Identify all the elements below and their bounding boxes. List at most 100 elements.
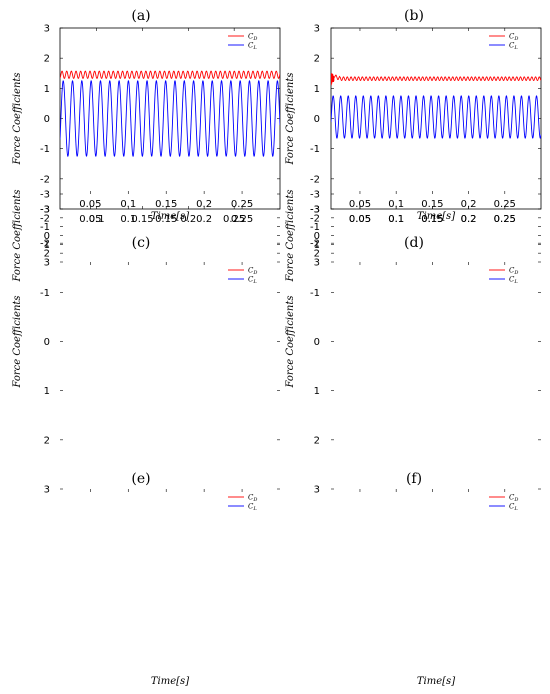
x-tick-label: 0.1 — [120, 214, 136, 225]
y-tick-label: 2 — [44, 54, 50, 65]
x-tick-label: 0.1 — [388, 214, 404, 225]
y-tick-label: 0 — [314, 337, 320, 348]
legend-subscript: D — [513, 36, 518, 42]
x-tick-label: 0.1 — [388, 199, 404, 210]
legend-symbol: C — [248, 267, 254, 275]
legend-entry-c-l: CL — [509, 276, 518, 286]
y-tick-label: 2 — [314, 54, 320, 65]
series-line-c-l — [331, 95, 541, 139]
panel-label: (e) — [131, 471, 150, 487]
x-axis-title: Time[s] — [417, 211, 455, 222]
x-tick-label: 0.25 — [494, 199, 516, 210]
panel-label: (c) — [132, 235, 151, 251]
y-tick-label: -2 — [310, 174, 320, 185]
y-tick-label: -3 — [40, 205, 50, 216]
x-tick-label: 0.15 — [421, 199, 443, 210]
x-tick-label: 0.25 — [223, 214, 245, 225]
y-tick-label: -2 — [310, 239, 320, 250]
legend-entry-c-l: CL — [509, 503, 518, 513]
x-axis-title: Time[s] — [151, 676, 189, 687]
legend-symbol: C — [248, 494, 254, 502]
y-tick-label: -3 — [310, 205, 320, 216]
legend-subscript: D — [252, 36, 257, 42]
y-tick-label: -3 — [40, 190, 50, 201]
y-axis-title: Force Coefficients — [285, 189, 296, 282]
legend-symbol: C — [248, 33, 254, 41]
y-tick-label: 3 — [314, 258, 320, 269]
x-tick-label: 0.2 — [196, 214, 212, 225]
series-line-c-d — [60, 244, 280, 248]
x-tick-label: 0.2 — [461, 214, 477, 225]
x-tick-label: 0.1 — [388, 214, 404, 225]
x-tick-label: 0.05 — [79, 214, 101, 225]
x-tick-label: 0.25 — [494, 214, 516, 225]
x-tick-label: 0.15 — [155, 199, 177, 210]
legend-symbol: C — [509, 276, 515, 284]
y-axis-title: Force Coefficients — [12, 295, 23, 388]
x-tick-label: 0.1 — [120, 199, 136, 210]
y-tick-label: -2 — [40, 213, 50, 224]
x-tick-label: 0.05 — [349, 214, 371, 225]
x-tick-label: 0.15 — [421, 214, 443, 225]
y-tick-label: 3 — [44, 485, 50, 496]
x-tick-label: 0.25 — [494, 214, 516, 225]
series-line-c-l — [60, 232, 280, 239]
legend-subscript: D — [513, 497, 518, 503]
axes-frame — [330, 27, 542, 210]
panel-label: (d) — [404, 235, 424, 251]
legend-entry-c-d: CD — [509, 33, 518, 43]
y-tick-label: 1 — [44, 386, 50, 397]
series-line-c-d — [331, 379, 541, 399]
y-tick-label: -1 — [310, 222, 320, 233]
legend-subscript: L — [513, 279, 518, 285]
y-tick-label: -1 — [40, 288, 50, 299]
y-tick-label: 2 — [314, 249, 320, 260]
legend-entry-c-l: CL — [248, 276, 257, 286]
y-tick-label: 1 — [44, 240, 50, 251]
y-tick-label: -3 — [310, 205, 320, 216]
y-axis-title: Force Coefficients — [12, 72, 23, 165]
legend-entry-c-d: CD — [509, 494, 518, 504]
legend-subscript: D — [252, 270, 257, 276]
y-axis-title: Force Coefficients — [285, 72, 296, 165]
y-tick-label: -2 — [40, 174, 50, 185]
panel-label: (a) — [131, 8, 150, 24]
y-tick-label: 3 — [314, 24, 320, 35]
y-tick-label: -1 — [40, 144, 50, 155]
legend-entry-c-d: CD — [248, 33, 257, 43]
x-tick-label: 0.2 — [180, 214, 196, 225]
x-tick-label: 0.25 — [231, 214, 253, 225]
y-tick-label: -2 — [310, 213, 320, 224]
x-tick-label: 0.1 — [89, 214, 105, 225]
legend-symbol: C — [509, 33, 515, 41]
series-line-c-l — [331, 339, 541, 345]
y-tick-label: 0 — [314, 114, 320, 125]
legend-symbol: C — [509, 42, 515, 50]
series-line-c-l — [60, 338, 280, 346]
y-tick-label: 1 — [314, 84, 320, 95]
y-tick-label: 0 — [314, 231, 320, 242]
x-tick-label: 0.15 — [421, 214, 443, 225]
y-tick-label: -2 — [40, 239, 50, 250]
legend-symbol: C — [248, 276, 254, 284]
x-tick-label: 0.15 — [155, 214, 177, 225]
x-tick-label: 0.05 — [349, 214, 371, 225]
y-axis-title: Force Coefficients — [12, 189, 23, 282]
x-tick-label: 0.2 — [461, 199, 477, 210]
legend-entry-c-l: CL — [509, 42, 518, 52]
y-axis-title: Force Coefficients — [285, 295, 296, 388]
legend-symbol: C — [509, 494, 515, 502]
legend-entry-c-l: CL — [248, 503, 257, 513]
y-tick-label: -1 — [310, 288, 320, 299]
y-tick-label: 2 — [314, 435, 320, 446]
x-axis-title: Time[s] — [151, 211, 189, 222]
legend-symbol: C — [509, 267, 515, 275]
legend-symbol: C — [248, 503, 254, 511]
x-tick-label: 0.25 — [231, 199, 253, 210]
y-tick-label: -3 — [310, 190, 320, 201]
y-tick-label: 0 — [44, 337, 50, 348]
y-tick-label: -3 — [40, 205, 50, 216]
